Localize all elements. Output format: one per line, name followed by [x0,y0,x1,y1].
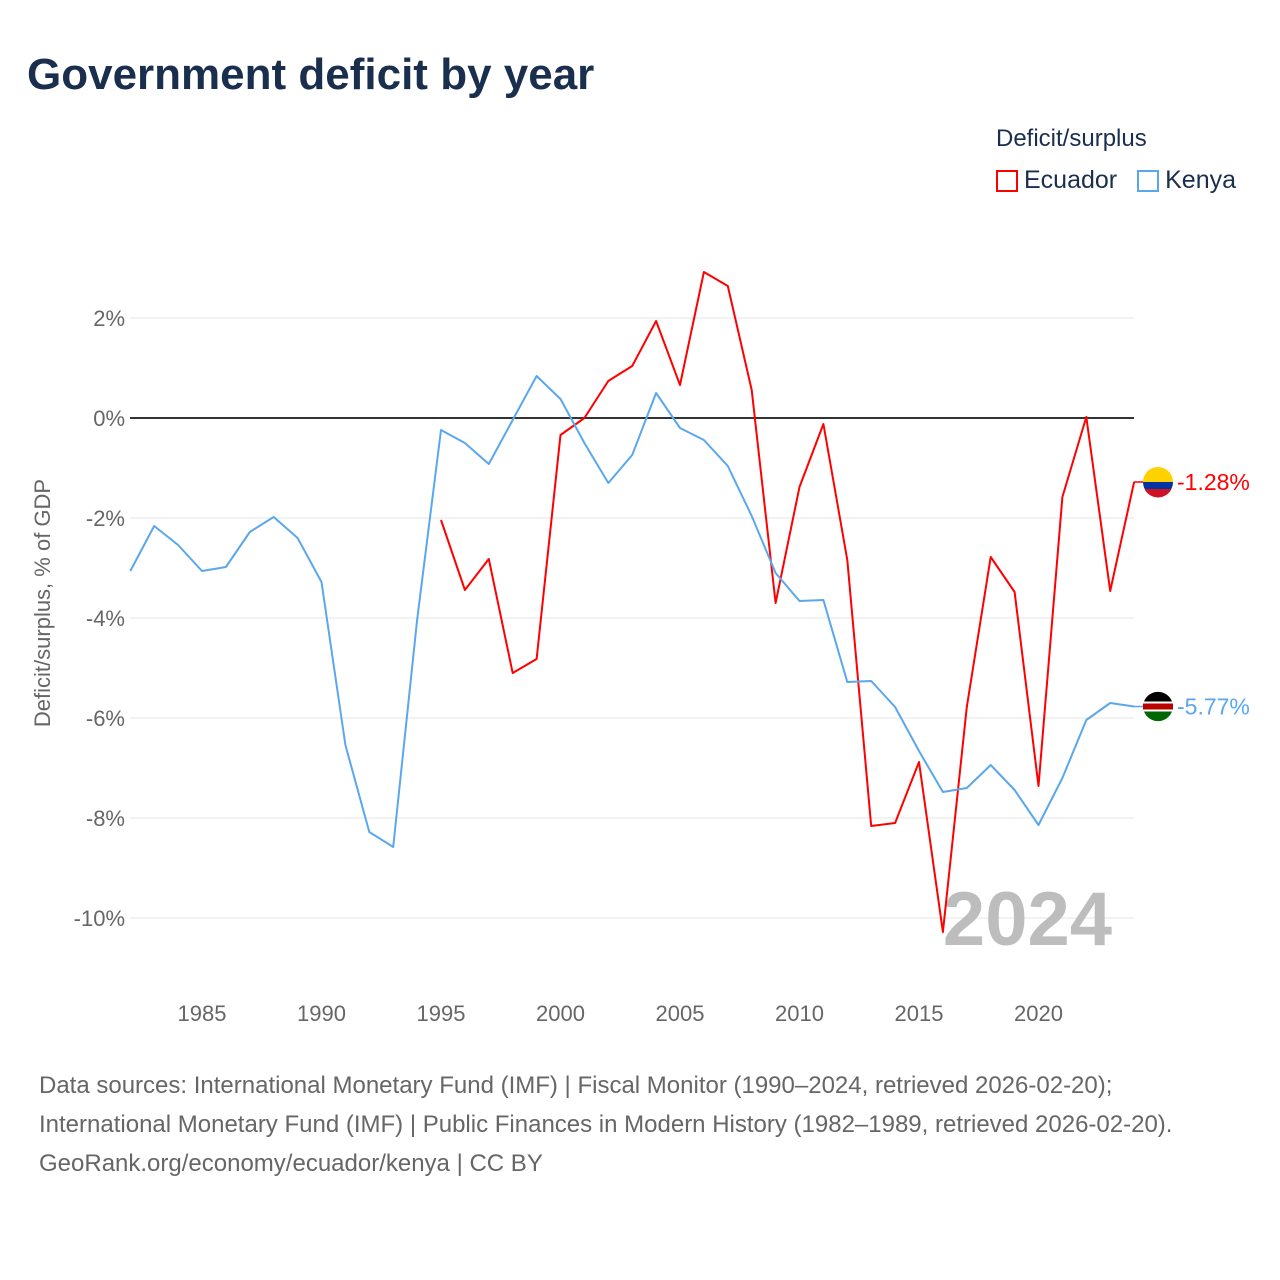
credit-link[interactable]: GeoRank.org/economy/ecuador/kenya | CC B… [39,1150,543,1177]
data-sources: Data sources: International Monetary Fun… [39,1072,1173,1138]
end-value-label: -5.77% [1177,694,1250,720]
legend-swatch-ecuador [996,169,1018,192]
flag-stripe [1144,489,1172,498]
flag-stripe [1144,711,1172,722]
series-line-ecuador [440,271,1136,933]
legend-title: Deficit/surplus [996,125,1147,152]
y-tick-label: -4% [86,606,125,631]
y-tick-label: -6% [86,706,125,731]
legend-label: Kenya [1165,166,1237,194]
x-tick-label: 1985 [178,1001,227,1026]
legend: Ecuador Kenya [996,166,1236,195]
x-tick-label: 2000 [536,1001,585,1026]
y-axis-label: Deficit/surplus, % of GDP [30,479,55,727]
y-tick-label: -8% [86,806,125,831]
x-tick-label: 2005 [656,1001,705,1026]
legend-item-ecuador[interactable]: Ecuador [996,166,1117,195]
footer: Data sources: International Monetary Fun… [39,1066,1239,1183]
end-value-label: -1.28% [1177,469,1250,495]
plot-area: 2% 0% -2% -4% -6% -8% -10% 1985 1990 1995 2000 2005… [30,271,1250,1026]
legend-item-kenya[interactable]: Kenya [1137,166,1236,195]
chart-title: Government deficit by year [27,50,595,99]
flag-stripe [1144,691,1172,702]
x-tick-label: 2020 [1014,1001,1063,1026]
y-tick-label: 2% [93,306,125,331]
y-tick-label: -2% [86,506,125,531]
legend-swatch-kenya [1137,169,1160,192]
x-tick-label: 1995 [417,1001,466,1026]
legend-label: Ecuador [1024,166,1118,194]
x-tick-label: 1990 [297,1001,346,1026]
year-watermark: 2024 [943,877,1112,962]
y-tick-label: 0% [93,406,125,431]
y-tick-label: -10% [74,906,125,931]
flag-stripe [1143,703,1173,710]
x-tick-label: 2015 [895,1001,944,1026]
x-tick-label: 2010 [775,1001,824,1026]
series-line-kenya [129,375,1135,848]
